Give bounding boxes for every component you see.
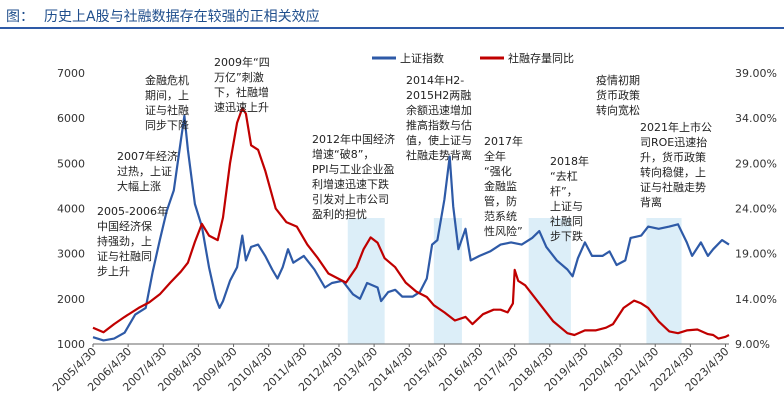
right-tick-label: 14.00% — [735, 293, 777, 306]
annotation-y2014: 余额迅速增加 — [406, 103, 472, 117]
annotation-overheat: 过热，上证 — [117, 165, 172, 178]
annotation-early: 持强劲，上 — [97, 234, 152, 248]
annotation-y2012: PPI与工业企业盈 — [312, 162, 395, 176]
annotation-y2017: 2017年 — [484, 134, 523, 148]
annotation-crisis: 证与社融 — [145, 103, 189, 117]
annotation-y2014: 2015H2两融 — [406, 89, 471, 102]
right-tick-label: 9.00% — [735, 338, 770, 351]
annotation-crisis: 金融危机 — [145, 73, 189, 87]
annotation-crisis: 期间，上 — [145, 89, 189, 102]
annotation-stimulus: 下，社融增 — [214, 85, 269, 99]
annotation-y2012: 利增速迅速下跌 — [312, 177, 389, 191]
left-tick-label: 3000 — [57, 248, 85, 261]
right-tick-label: 29.00% — [735, 157, 777, 170]
annotation-stimulus: 速迅速上升 — [214, 101, 269, 114]
annotation-y2018: “去杠 — [550, 170, 578, 183]
annotation-y2012: 引发对上市公司 — [312, 192, 389, 206]
annotation-y2021: 背离 — [640, 195, 662, 209]
annotation-covid: 货币政策 — [596, 88, 640, 102]
annotation-y2021: 司ROE迅速抬 — [640, 135, 707, 149]
shaded-period-0 — [347, 218, 385, 344]
annotation-y2021: 升，货币政策 — [640, 150, 706, 164]
annotation-covid: 转向宽松 — [596, 103, 640, 117]
annotation-y2012: 盈利的担忧 — [312, 207, 367, 221]
annotation-y2021: 证与社融走势 — [640, 180, 706, 194]
annotation-y2012: 增速“破8”， — [312, 147, 374, 161]
annotation-crisis: 同步下降 — [145, 118, 189, 132]
annotation-stimulus: 万亿”刺激 — [214, 70, 264, 84]
right-tick-label: 34.00% — [735, 112, 777, 125]
left-tick-label: 5000 — [57, 157, 85, 170]
annotation-y2017: 全年 — [484, 149, 506, 163]
shaded-period-3 — [646, 218, 682, 344]
annotation-y2018: 步下跌 — [550, 229, 583, 243]
annotation-y2014: 2014年H2- — [406, 73, 464, 87]
annotation-y2021: 2021年上市公 — [640, 120, 712, 134]
right-tick-label: 24.00% — [735, 203, 777, 216]
annotation-y2014: 值，使上证与 — [406, 134, 472, 147]
annotation-stimulus: 2009年“四 — [214, 55, 270, 69]
title-rule — [0, 27, 784, 29]
figure-label: 图： — [6, 9, 34, 25]
annotation-early: 步上升 — [97, 265, 130, 278]
shaded-period-2 — [528, 218, 571, 344]
series-line-social-financing — [92, 107, 730, 340]
right-tick-label: 19.00% — [735, 248, 777, 261]
annotation-y2018: 2018年 — [550, 154, 589, 168]
figure-title-text: 历史上A股与社融数据存在较强的正相关效应 — [44, 9, 320, 25]
annotation-y2018: 社融同 — [550, 214, 583, 228]
right-tick-label: 39.00% — [735, 67, 777, 80]
left-tick-label: 7000 — [57, 67, 85, 80]
left-tick-label: 6000 — [57, 112, 85, 125]
annotation-early: 2005-2006年 — [97, 204, 168, 218]
annotation-y2014: 推高指数与估 — [406, 118, 472, 132]
left-tick-label: 2000 — [57, 293, 85, 306]
annotation-y2017: 范系统 — [484, 209, 517, 223]
annotation-early: 证与社融同 — [97, 249, 152, 263]
annotation-overheat: 大幅上涨 — [117, 179, 161, 193]
annotation-y2012: 2012年中国经济 — [312, 132, 395, 146]
annotation-y2017: 金融监 — [484, 179, 517, 193]
annotation-y2018: 上证与 — [550, 200, 583, 213]
left-tick-label: 1000 — [57, 338, 85, 351]
annotation-overheat: 2007年经济 — [117, 149, 178, 163]
annotation-y2018: 杆”， — [550, 184, 578, 198]
annotation-y2014: 社融走势背离 — [406, 148, 472, 162]
legend-label-sf: 社融存量同比 — [508, 51, 574, 65]
legend-label-sse: 上证指数 — [400, 51, 444, 65]
figure-title: 图： 历史上A股与社融数据存在较强的正相关效应 — [6, 6, 330, 26]
annotation-early: 中国经济保 — [97, 219, 152, 233]
annotation-y2017: 性风险” — [484, 224, 523, 238]
left-tick-label: 4000 — [57, 203, 85, 216]
annotation-covid: 疫情初期 — [596, 73, 640, 87]
series-line-sse-index — [92, 114, 730, 342]
annotation-y2021: 转向稳健，上 — [640, 165, 706, 179]
annotation-y2017: 管，防 — [484, 194, 517, 208]
annotation-y2017: “强化 — [484, 164, 512, 178]
